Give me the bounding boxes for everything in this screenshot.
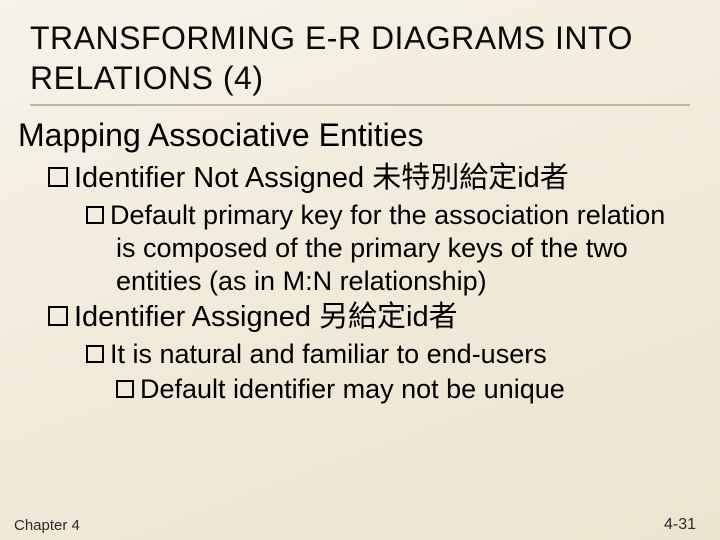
footer-page-number: 4-31 — [664, 516, 696, 534]
checkbox-icon — [86, 206, 104, 224]
checkbox-icon — [48, 167, 68, 187]
slide: TRANSFORMING E-R DIAGRAMS INTO RELATIONS… — [0, 0, 720, 540]
bullet-identifier-not-assigned: Identifier Not Assigned 未特別給定id者 — [48, 160, 690, 196]
checkbox-icon — [48, 306, 68, 326]
footer-chapter: Chapter 4 — [14, 517, 80, 534]
subbullet-cutoff: Default identifier may not be unique — [116, 373, 690, 406]
section-heading: Mapping Associative Entities — [18, 116, 690, 154]
bullet-text: Identifier Assigned 另給定id者 — [74, 301, 458, 333]
slide-title: TRANSFORMING E-R DIAGRAMS INTO RELATIONS… — [30, 18, 690, 106]
bullet-identifier-assigned: Identifier Assigned 另給定id者 — [48, 299, 690, 335]
checkbox-icon — [86, 345, 104, 363]
subbullet-default-pk: Default primary key for the association … — [86, 199, 690, 298]
bullet-text: Identifier Not Assigned 未特別給定id者 — [74, 162, 569, 194]
bullet-text: It is natural and familiar to end-users — [110, 339, 547, 369]
checkbox-icon — [116, 380, 134, 398]
bullet-text: Default primary key for the association … — [110, 200, 665, 296]
bullet-text: Default identifier may not be unique — [140, 374, 565, 404]
subbullet-natural: It is natural and familiar to end-users — [86, 338, 690, 371]
